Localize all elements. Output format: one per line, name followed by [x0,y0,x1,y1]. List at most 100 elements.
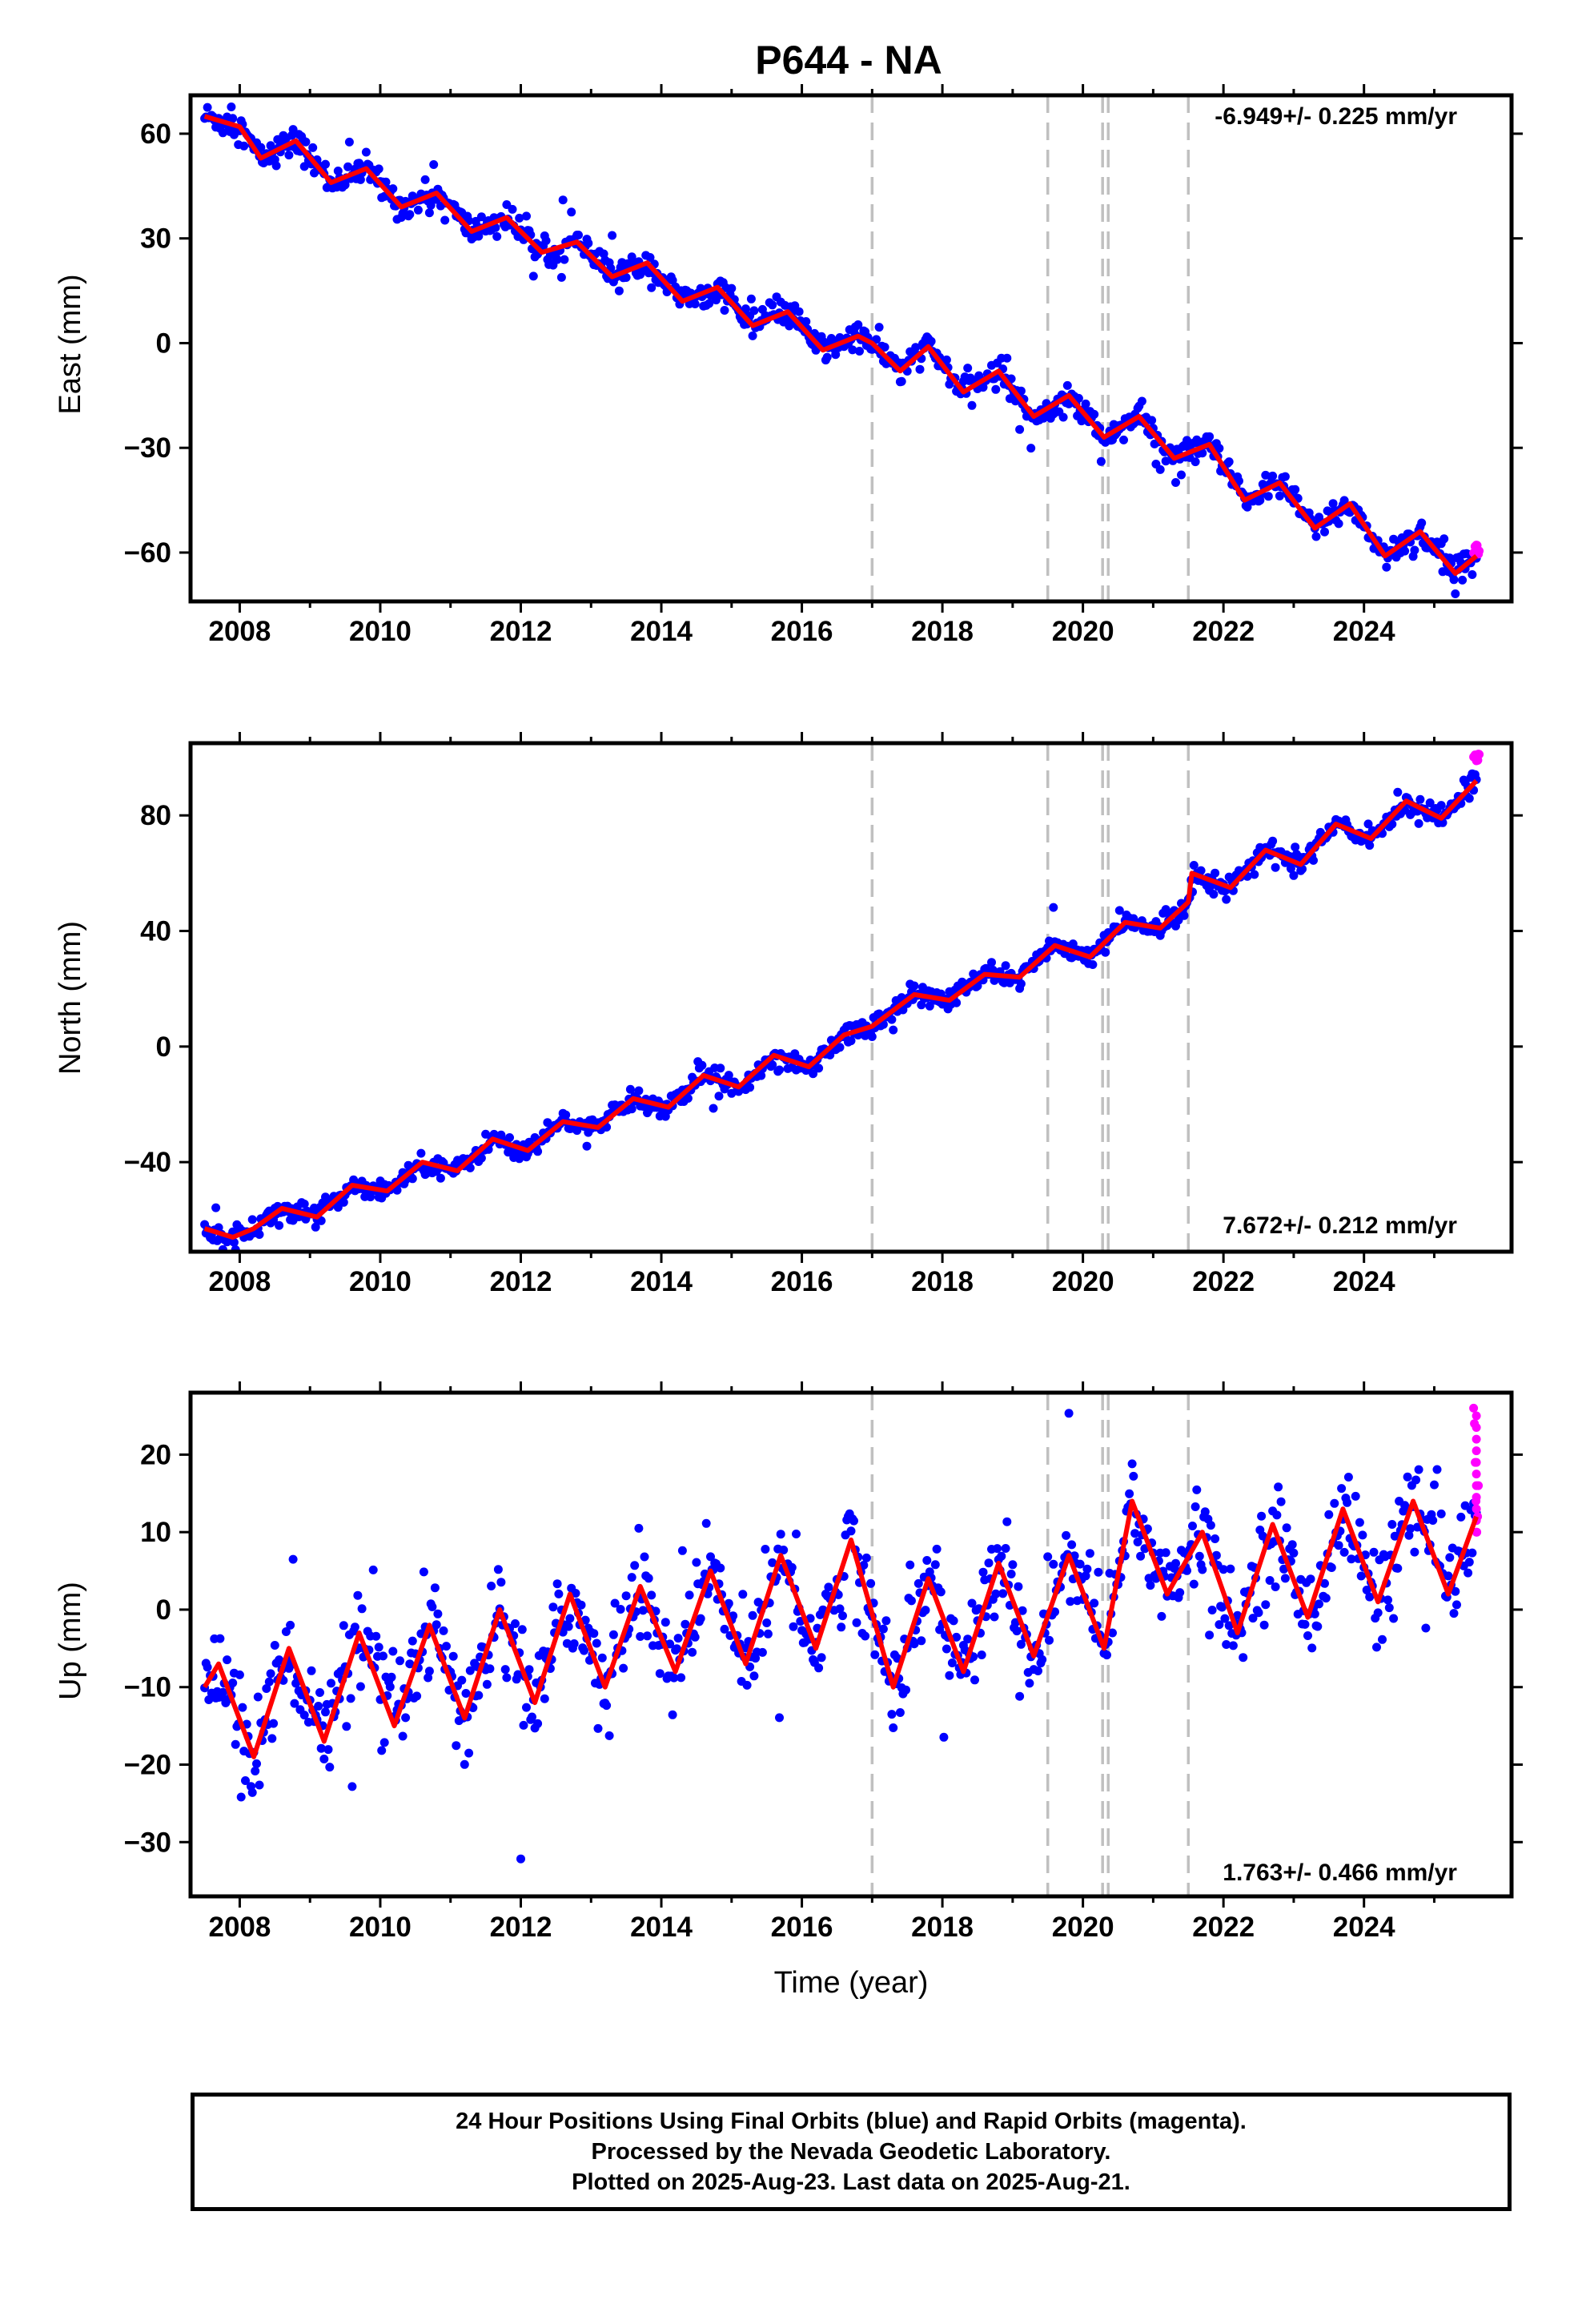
up-final-point [775,1713,784,1723]
up-final-point [231,1739,240,1749]
up-rapid-point [1472,1446,1481,1456]
up-final-point [203,1663,212,1672]
up-final-point [846,1526,856,1536]
east-final-point [515,213,524,223]
east-final-point [440,215,450,225]
up-final-point [281,1627,291,1636]
up-final-point [1094,1567,1103,1577]
up-final-point [1228,1641,1238,1651]
east-final-point [1058,412,1068,422]
up-final-point [1373,1608,1383,1618]
up-x-tick-label: 2016 [771,1912,833,1943]
up-final-point [565,1614,575,1623]
up-final-point [1043,1552,1053,1562]
up-final-point [218,1687,227,1697]
up-final-point [448,1651,458,1661]
up-final-point [748,1610,757,1620]
up-final-point [1321,1594,1331,1603]
up-final-point [1239,1653,1248,1663]
east-final-point [1096,456,1106,466]
up-final-point [1049,1559,1058,1569]
north-final-point [1016,979,1026,988]
north-final-point [1415,794,1425,804]
up-final-point [692,1558,701,1567]
up-final-point [1287,1540,1297,1550]
east-final-point [308,143,318,152]
east-final-point [374,164,383,174]
up-final-point [984,1558,994,1568]
up-final-point [993,1544,1002,1554]
north-final-point [835,1043,845,1052]
east-x-tick-label: 2012 [490,616,552,647]
up-final-point [485,1664,495,1674]
up-final-point [355,1682,365,1691]
east-final-point [853,320,863,329]
up-final-point [1008,1560,1018,1570]
up-final-point [852,1618,861,1627]
east-final-point [1280,472,1290,481]
east-rapid-point [1475,546,1484,556]
east-final-point [749,306,759,316]
up-final-point [1432,1465,1442,1474]
up-final-point [967,1598,977,1608]
east-final-point [584,239,593,248]
up-final-point [630,1561,640,1570]
up-final-point [1064,1409,1074,1418]
east-final-point [727,283,737,293]
up-final-point [889,1723,898,1732]
up-final-point [350,1622,359,1632]
east-final-point [271,161,281,171]
up-final-point [564,1622,573,1631]
up-final-point [1130,1529,1140,1538]
up-final-point [346,1694,355,1703]
up-final-point [1272,1510,1282,1520]
up-final-point [1279,1564,1289,1574]
up-final-point [665,1639,675,1649]
up-x-tick-label: 2018 [911,1912,974,1943]
up-final-point [571,1589,580,1598]
north-final-point [1414,818,1423,828]
east-final-point [926,336,936,346]
up-final-point [887,1710,897,1719]
north-final-point [416,1148,426,1158]
north-final-point [436,1173,445,1183]
up-final-point [1276,1497,1286,1506]
east-final-point [567,207,576,217]
up-final-point [1327,1563,1336,1572]
up-final-point [1205,1630,1215,1640]
up-final-point [602,1701,612,1711]
east-final-point [794,307,804,316]
up-final-point [241,1776,250,1785]
east-data-points [200,103,1484,598]
up-final-point [388,1647,398,1656]
up-final-point [1324,1510,1334,1519]
up-final-point [1090,1598,1099,1608]
up-final-point [1006,1570,1016,1578]
north-x-tick-label: 2020 [1052,1266,1114,1297]
up-final-point [1343,1473,1353,1482]
up-final-point [978,1567,988,1577]
up-final-point [870,1650,880,1659]
up-final-point [215,1634,225,1643]
up-final-point [881,1616,891,1626]
up-final-point [1192,1485,1202,1494]
east-x-tick-label: 2020 [1052,616,1114,647]
up-final-point [493,1565,503,1574]
up-final-point [921,1606,930,1615]
north-final-point [634,1086,644,1096]
east-final-point [541,236,551,245]
up-final-point [685,1590,694,1600]
up-final-point [1045,1635,1054,1645]
east-final-point [413,205,423,215]
north-final-point [768,1060,777,1070]
up-final-point [1356,1571,1366,1581]
east-final-point [388,184,398,194]
east-x-tick-label: 2018 [911,616,974,647]
up-final-point [1306,1574,1315,1584]
up-final-point [1102,1651,1111,1660]
north-final-point [1291,842,1300,852]
east-final-point [1291,485,1300,494]
east-final-point [1382,562,1391,572]
east-final-point [1161,456,1170,466]
north-final-point [311,1222,320,1232]
